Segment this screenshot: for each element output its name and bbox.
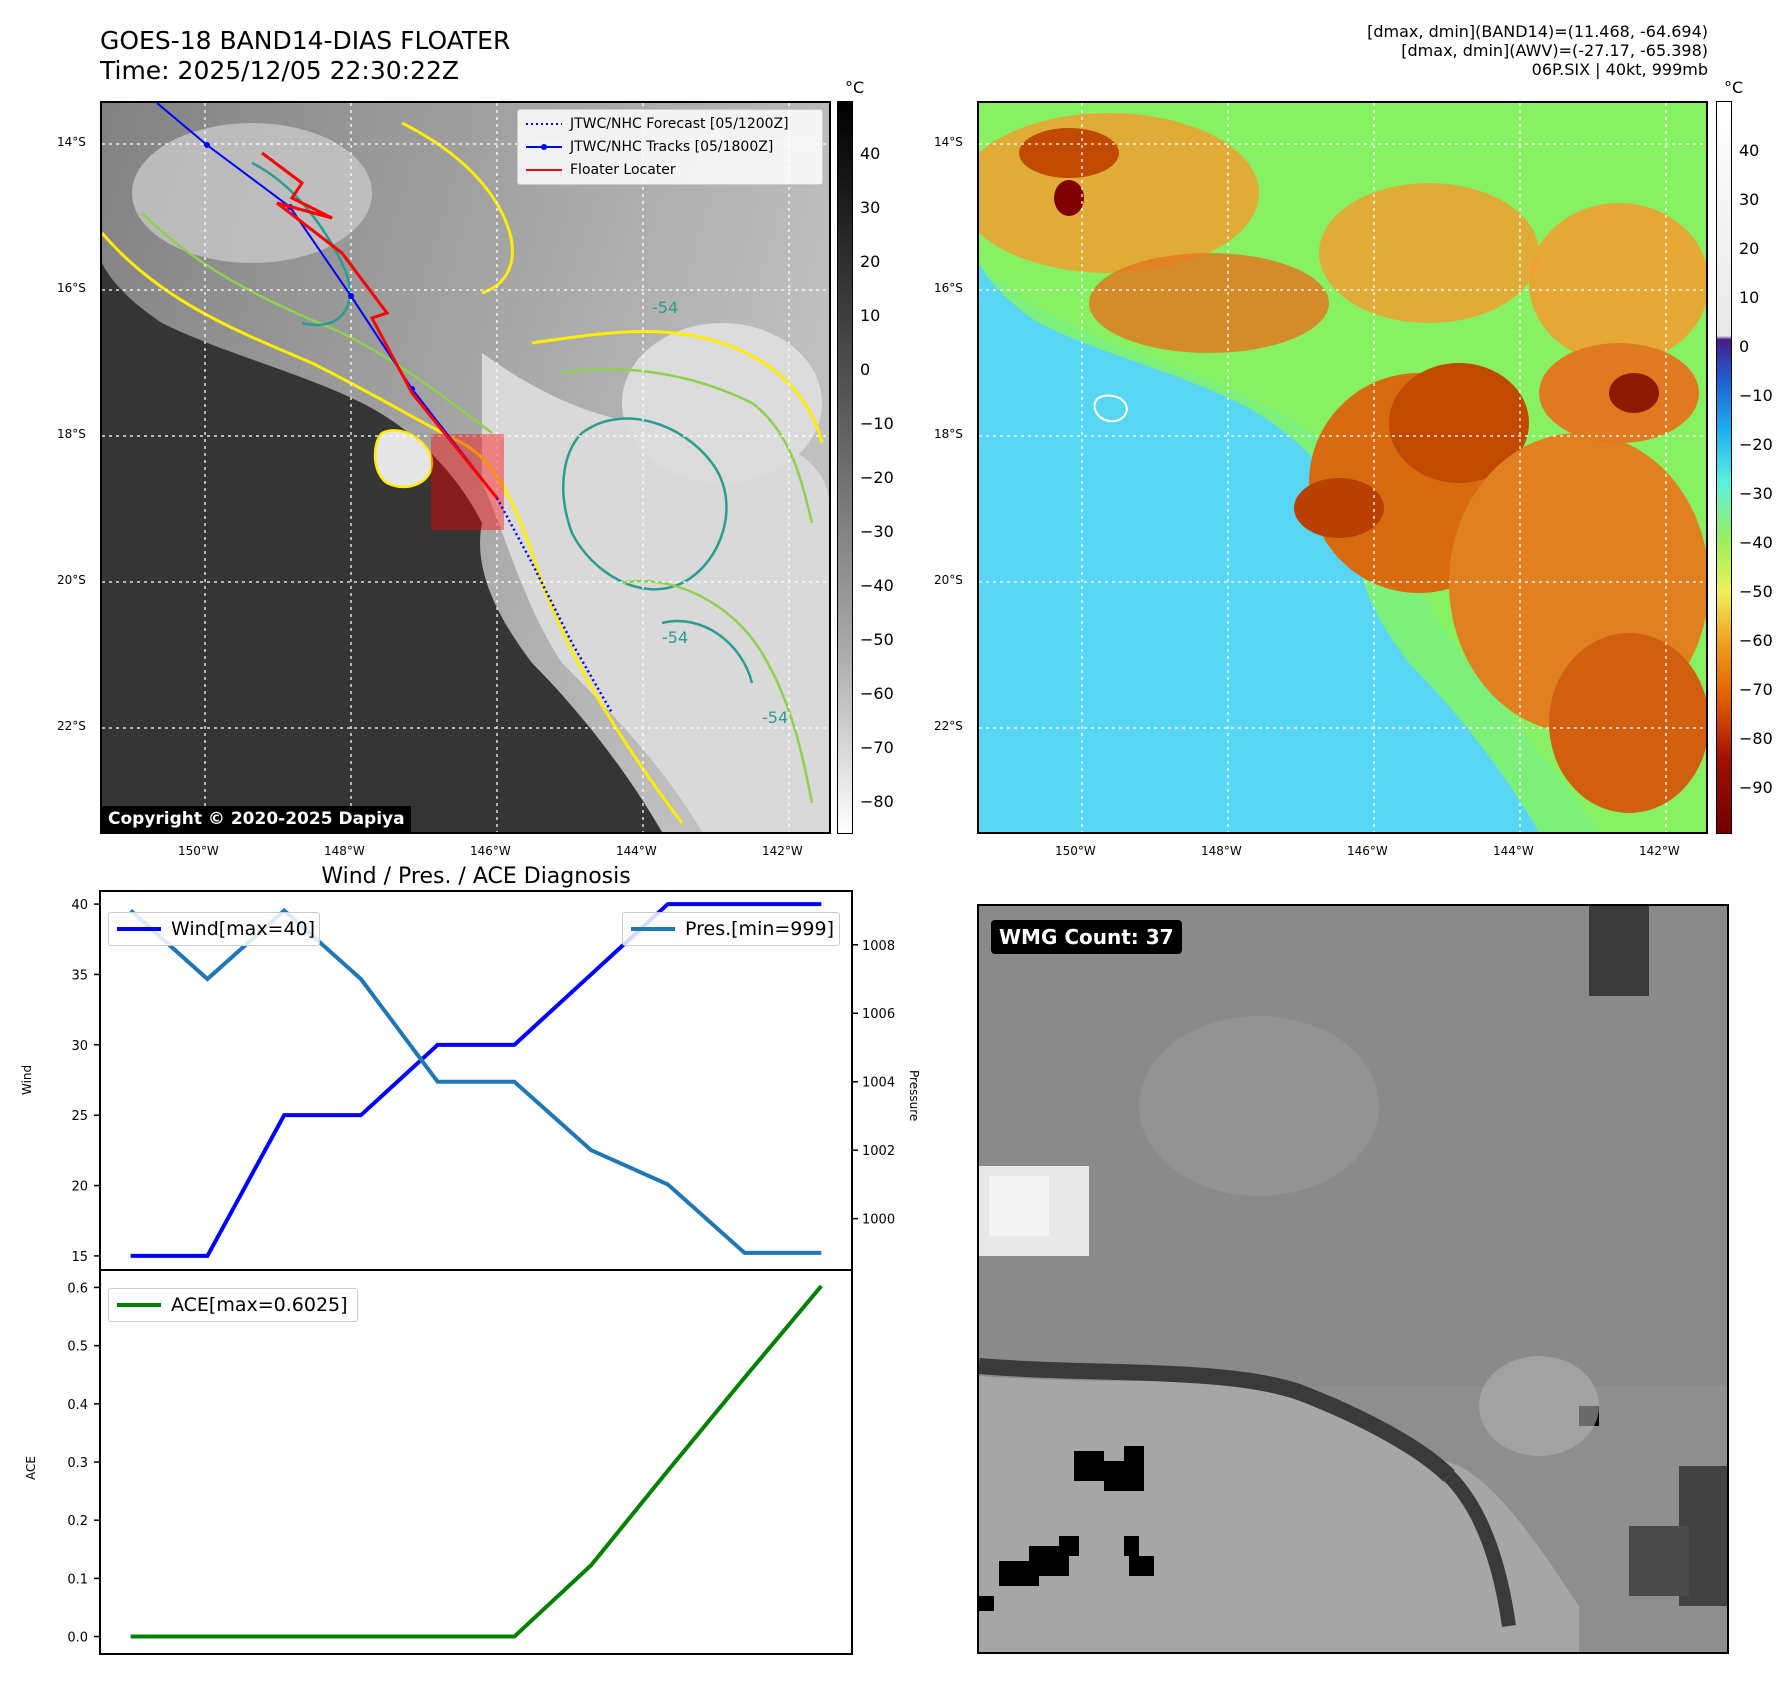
lon-label: 144°W: [1493, 844, 1534, 858]
lon-label: 142°W: [1639, 844, 1680, 858]
copyright-badge: Copyright © 2020-2025 Dapiya: [102, 806, 411, 832]
lat-label: 14°S: [934, 135, 963, 149]
legend-floater: Floater Locater: [526, 162, 676, 178]
color-map-image: [979, 103, 1706, 832]
ace-legend: ACE[max=0.6025]: [108, 1288, 358, 1322]
pressure-tick-label: 1004: [862, 1076, 895, 1091]
chart-time: Time: 2025/12/05 22:30:22Z: [100, 56, 459, 85]
lat-label: 22°S: [57, 719, 86, 733]
band14-stats: [dmax, dmin](BAND14)=(11.468, -64.694): [1367, 22, 1708, 41]
ace-tick-label: 0.3: [67, 1456, 88, 1471]
wind-tick-label: 25: [71, 1109, 88, 1124]
ace-tick-label: 0.0: [67, 1631, 88, 1646]
chart-title: GOES-18 BAND14-DIAS FLOATER: [100, 26, 511, 55]
wind-tick-label: 40: [71, 898, 88, 913]
pressure-line: [129, 907, 822, 1255]
color-map-panel: [977, 101, 1708, 834]
lon-label: 148°W: [324, 844, 365, 858]
contour-label: -54: [762, 708, 788, 727]
awv-stats: [dmax, dmin](AWV)=(-27.17, -65.398): [1401, 41, 1708, 60]
wind-pressure-plot: 15 20 25 30 35 40 1000 1002 1004 1006 1008: [71, 890, 895, 1271]
lat-label: 16°S: [934, 281, 963, 295]
ace-tick-label: 0.4: [67, 1398, 88, 1413]
floater-track: [261, 151, 499, 499]
wind-axis-label: Wind: [20, 1064, 34, 1095]
ace-tick-label: 0.5: [67, 1340, 88, 1355]
ace-line: [130, 1284, 823, 1639]
lat-label: 20°S: [57, 573, 86, 587]
contour-label: -54: [662, 628, 688, 647]
wind-tick-label: 35: [71, 968, 88, 983]
lon-label: 144°W: [616, 844, 657, 858]
lat-label: 20°S: [934, 573, 963, 587]
wmg-panel: WMG Count: 37: [977, 904, 1729, 1654]
wmg-image: [979, 906, 1727, 1652]
ace-tick-label: 0.2: [67, 1514, 88, 1529]
storm-info: 06P.SIX | 40kt, 999mb: [1531, 60, 1708, 79]
lon-label: 146°W: [1347, 844, 1388, 858]
ace-tick-label: 0.6: [67, 1281, 88, 1296]
wmg-count-badge: WMG Count: 37: [991, 920, 1182, 954]
lon-label: 150°W: [1055, 844, 1096, 858]
diagnosis-title: Wind / Pres. / ACE Diagnosis: [321, 864, 631, 889]
pressure-tick-label: 1006: [862, 1007, 895, 1022]
wind-legend: Wind[max=40]: [108, 912, 320, 946]
color-colorbar: [1716, 101, 1732, 834]
wind-tick-label: 20: [71, 1180, 88, 1195]
lat-label: 14°S: [57, 135, 86, 149]
ace-plot: 0.0 0.1 0.2 0.3 0.4 0.5 0.6: [67, 1269, 853, 1655]
stats-info: [dmax, dmin](BAND14)=(11.468, -64.694) […: [1108, 22, 1708, 79]
lat-label: 22°S: [934, 719, 963, 733]
ace-plot-frame: [99, 1269, 853, 1655]
lon-label: 146°W: [470, 844, 511, 858]
pressure-tick-label: 1002: [862, 1144, 895, 1159]
contour-label: -54: [652, 298, 678, 317]
legend-tracks: JTWC/NHC Tracks [05/1800Z]: [526, 139, 773, 155]
floater-box: [431, 434, 504, 530]
lat-label: 18°S: [57, 427, 86, 441]
pressure-legend: Pres.[min=999]: [622, 912, 840, 946]
grayscale-colorbar: [837, 101, 853, 834]
colorbar-unit: °C: [845, 78, 865, 97]
wind-line: [130, 902, 822, 1258]
pressure-axis-label: Pressure: [907, 1070, 921, 1122]
forecast-line: [495, 497, 614, 714]
ir-map-image: -54 -54 -54: [102, 103, 829, 832]
ace-tick-label: 0.1: [67, 1572, 88, 1587]
track-line: [156, 103, 498, 499]
pressure-tick-label: 1000: [862, 1213, 895, 1228]
colorbar-unit: °C: [1724, 78, 1744, 97]
ace-axis-label: ACE: [24, 1456, 38, 1480]
lat-label: 16°S: [57, 281, 86, 295]
pressure-tick-label: 1008: [862, 939, 895, 954]
lat-label: 18°S: [934, 427, 963, 441]
ir-map-panel: -54 -54 -54 JTWC/NHC Forecast [05/1200Z]…: [100, 101, 831, 834]
lon-label: 150°W: [178, 844, 219, 858]
lon-label: 142°W: [762, 844, 803, 858]
map-legend: JTWC/NHC Forecast [05/1200Z] JTWC/NHC Tr…: [517, 109, 823, 185]
wind-tick-label: 30: [71, 1039, 88, 1054]
wind-tick-label: 15: [71, 1250, 88, 1265]
legend-forecast: JTWC/NHC Forecast [05/1200Z]: [526, 116, 789, 132]
lon-label: 148°W: [1201, 844, 1242, 858]
